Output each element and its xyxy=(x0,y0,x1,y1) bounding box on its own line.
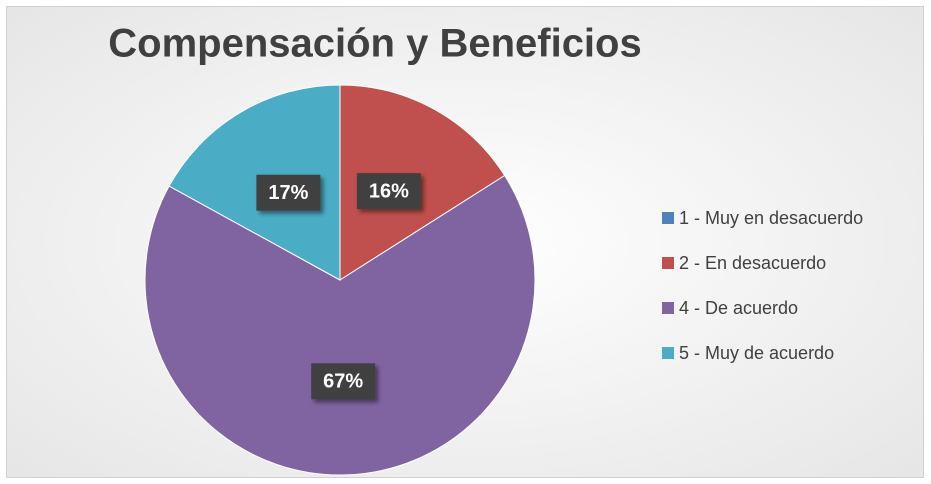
data-label: 16% xyxy=(369,180,409,202)
pie-slice xyxy=(339,84,506,281)
legend-label: 5 - Muy de acuerdo xyxy=(679,343,834,363)
chart-title: Compensación y Beneficios xyxy=(108,22,641,66)
pie-slice xyxy=(144,174,536,476)
data-label-box xyxy=(311,363,376,400)
data-label: 17% xyxy=(268,182,308,204)
legend-swatch xyxy=(662,212,674,224)
legend-label: 2 - En desacuerdo xyxy=(679,253,826,273)
legend-swatch xyxy=(662,257,674,269)
legend-swatch xyxy=(662,302,674,314)
data-label-box xyxy=(356,173,421,210)
legend-label: 4 - De acuerdo xyxy=(679,298,798,318)
legend-swatch xyxy=(662,347,674,359)
pie-slice xyxy=(168,84,341,281)
data-label: 67% xyxy=(323,371,363,393)
legend-label: 1 - Muy en desacuerdo xyxy=(679,208,863,228)
data-label-box xyxy=(256,174,321,211)
